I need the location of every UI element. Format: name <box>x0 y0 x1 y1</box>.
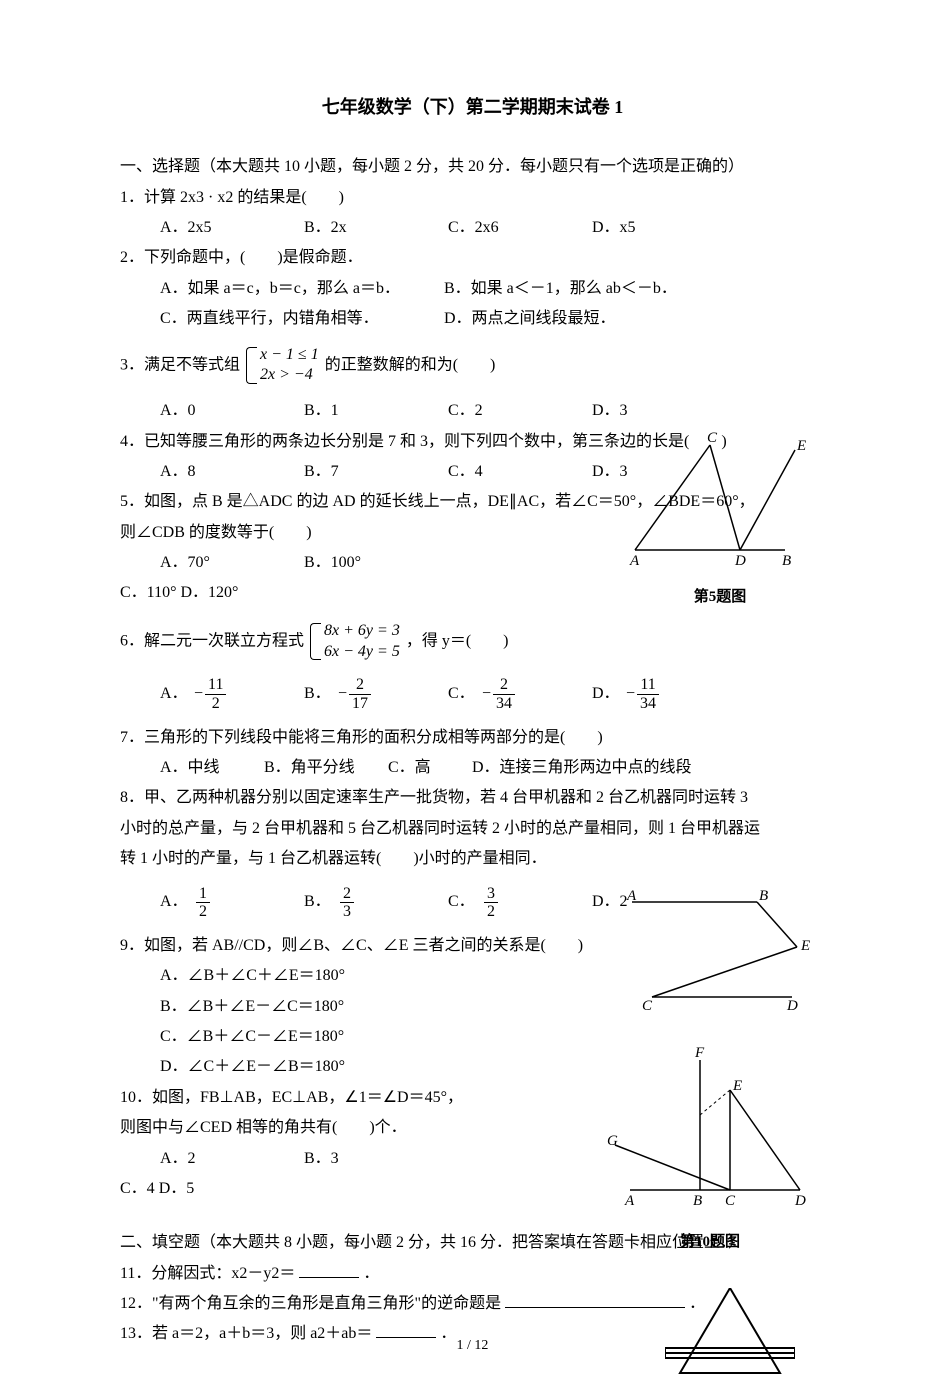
q4-opt-c: C．4 <box>448 457 588 487</box>
q6-sys-row2: 6x − 4y = 5 <box>324 642 400 663</box>
q6-sys-row1: 8x + 6y = 3 <box>324 621 400 642</box>
q6-opt-b: B． −217 <box>304 676 444 712</box>
figure-q10-svg: F E G A B C D <box>605 1045 815 1215</box>
figure-q9: A B E C D <box>607 882 827 1033</box>
fig10-D: D <box>794 1193 806 1209</box>
q11-period: ． <box>363 1265 379 1282</box>
q5-opt-d: D．120° <box>180 584 238 601</box>
q1-options: A．2x5 B．2x C．2x6 D．x5 <box>120 213 825 243</box>
q2-opt-a: A．如果 a＝c，b＝c，那么 a＝b． <box>160 274 440 304</box>
q1-stem: 1．计算 2x3 · x2 的结果是( ) <box>120 183 825 213</box>
q12-stem: 12．"有两个角互余的三角形是直角三角形"的逆命题是 <box>120 1295 501 1312</box>
q3-system: x − 1 ≤ 1 2x > −4 <box>246 345 319 387</box>
section-1-header: 一、选择题（本大题共 10 小题，每小题 2 分，共 20 分．每小题只有一个选… <box>120 152 825 182</box>
page: 七年级数学（下）第二学期期末试卷 1 一、选择题（本大题共 10 小题，每小题 … <box>0 0 945 1390</box>
q10-opt-b: B．3 <box>304 1144 444 1174</box>
fig5-label-B: B <box>782 553 791 569</box>
q9-opt-c: C．∠B＋∠C－∠E＝180° <box>160 1028 344 1045</box>
q6-opt-a: A． −112 <box>160 676 300 712</box>
q8-line3: 转 1 小时的产量，与 1 台乙机器运转( )小时的产量相同． <box>120 844 825 874</box>
q6-opt-d: D． −1134 <box>592 676 732 712</box>
q3-opt-c: C．2 <box>448 396 588 426</box>
fig10-F: F <box>694 1045 705 1061</box>
q3-opt-a: A．0 <box>160 396 300 426</box>
q7-opt-b: B．角平分线 <box>264 753 384 783</box>
figure-q10-caption: 第10题图 <box>605 1228 815 1257</box>
q8-opt-c: C． 32 <box>448 885 588 921</box>
q7-opt-c: C．高 <box>388 753 468 783</box>
q6-post: ，得 y＝( ) <box>406 632 509 649</box>
q9-opt-a: A．∠B＋∠C＋∠E＝180° <box>160 967 345 984</box>
fig9-E: E <box>800 938 810 954</box>
figure-q5-caption: 第5题图 <box>625 583 815 612</box>
page-title: 七年级数学（下）第二学期期末试卷 1 <box>120 90 825 124</box>
q5-opt-a: A．70° <box>160 548 300 578</box>
q3-post: 的正整数解的和为( ) <box>325 356 496 373</box>
q11-stem: 11．分解因式：x2－y2＝ <box>120 1265 295 1282</box>
fig9-A: A <box>626 888 637 904</box>
fig10-G: G <box>607 1133 618 1149</box>
q8-opt-b: B． 23 <box>304 885 444 921</box>
q6-options: A． −112 B． −217 C． −234 D． −1134 <box>120 676 825 712</box>
q8-opt-a: A． 12 <box>160 885 300 921</box>
q3-pre: 3．满足不等式组 <box>120 356 240 373</box>
q3-sys-row2: 2x > −4 <box>260 365 319 386</box>
fig5-label-D: D <box>734 553 746 569</box>
q2-options-row1: A．如果 a＝c，b＝c，那么 a＝b． B．如果 a＜－1，那么 ab＜－b． <box>120 274 825 304</box>
q6-opt-c: C． −234 <box>448 676 588 712</box>
fig10-E: E <box>732 1078 742 1094</box>
q10-opt-d: D．5 <box>159 1180 195 1197</box>
q1-opt-c: C．2x6 <box>448 213 588 243</box>
q10-opt-a: A．2 <box>160 1144 300 1174</box>
q5-opt-c: C．110° <box>120 584 176 601</box>
q6-pre: 6．解二元一次联立方程式 <box>120 632 304 649</box>
q3-opt-d: D．3 <box>592 396 732 426</box>
q1-opt-b: B．2x <box>304 213 444 243</box>
q9-opt-d: D．∠C＋∠E－∠B＝180° <box>160 1058 345 1075</box>
q2-opt-c: C．两直线平行，内错角相等． <box>160 304 440 334</box>
q10-opt-c: C．4 <box>120 1180 155 1197</box>
fig9-C: C <box>642 998 653 1014</box>
q6: 6．解二元一次联立方程式 8x + 6y = 3 6x − 4y = 5 ，得 … <box>120 617 825 667</box>
q4-opt-a: A．8 <box>160 457 300 487</box>
figure-q10: F E G A B C D 第10题图 <box>605 1045 815 1257</box>
q8-line1: 8．甲、乙两种机器分别以固定速率生产一批货物，若 4 台甲机器和 2 台乙机器同… <box>120 783 825 813</box>
fig9-D: D <box>786 998 798 1014</box>
fig10-B: B <box>693 1193 702 1209</box>
q3-opt-b: B．1 <box>304 396 444 426</box>
q2-opt-d: D．两点之间线段最短． <box>444 304 724 334</box>
q3-sys-row1: x − 1 ≤ 1 <box>260 345 319 366</box>
q8-line2: 小时的总产量，与 2 台甲机器和 5 台乙机器同时运转 2 小时的总产量相同，则… <box>120 814 825 844</box>
fig10-C: C <box>725 1193 736 1209</box>
fig10-A: A <box>624 1193 635 1209</box>
q3-options: A．0 B．1 C．2 D．3 <box>120 396 825 426</box>
figure-q9-svg: A B E C D <box>607 882 827 1022</box>
q7-options: A．中线 B．角平分线 C．高 D．连接三角形两边中点的线段 <box>120 753 825 783</box>
page-footer: 1 / 12 <box>0 1333 945 1360</box>
q11: 11．分解因式：x2－y2＝ ． <box>120 1259 825 1289</box>
q2-options-row2: C．两直线平行，内错角相等． D．两点之间线段最短． <box>120 304 825 334</box>
q2-opt-b: B．如果 a＜－1，那么 ab＜－b． <box>444 274 724 304</box>
q6-system: 8x + 6y = 3 6x − 4y = 5 <box>310 621 400 663</box>
q7-stem: 7．三角形的下列线段中能将三角形的面积分成相等两部分的是( ) <box>120 723 825 753</box>
q7-opt-a: A．中线 <box>160 753 260 783</box>
q12-blank <box>505 1307 685 1308</box>
fig9-B: B <box>759 888 768 904</box>
fig5-label-A: A <box>629 553 640 569</box>
fig5-label-E: E <box>796 438 806 454</box>
q5-opt-b: B．100° <box>304 548 444 578</box>
fig5-label-C: C <box>707 430 718 446</box>
q1-opt-a: A．2x5 <box>160 213 300 243</box>
q11-blank <box>299 1277 359 1278</box>
q7-opt-d: D．连接三角形两边中点的线段 <box>472 753 692 783</box>
q3: 3．满足不等式组 x − 1 ≤ 1 2x > −4 的正整数解的和为( ) <box>120 341 825 391</box>
figure-q5: A C D B E 第5题图 <box>625 430 815 612</box>
q4-opt-b: B．7 <box>304 457 444 487</box>
figure-q5-svg: A C D B E <box>625 430 815 570</box>
q2-stem: 2．下列命题中，( )是假命题． <box>120 243 825 273</box>
q1-opt-d: D．x5 <box>592 213 732 243</box>
q9-opt-b: B．∠B＋∠E－∠C＝180° <box>160 998 344 1015</box>
